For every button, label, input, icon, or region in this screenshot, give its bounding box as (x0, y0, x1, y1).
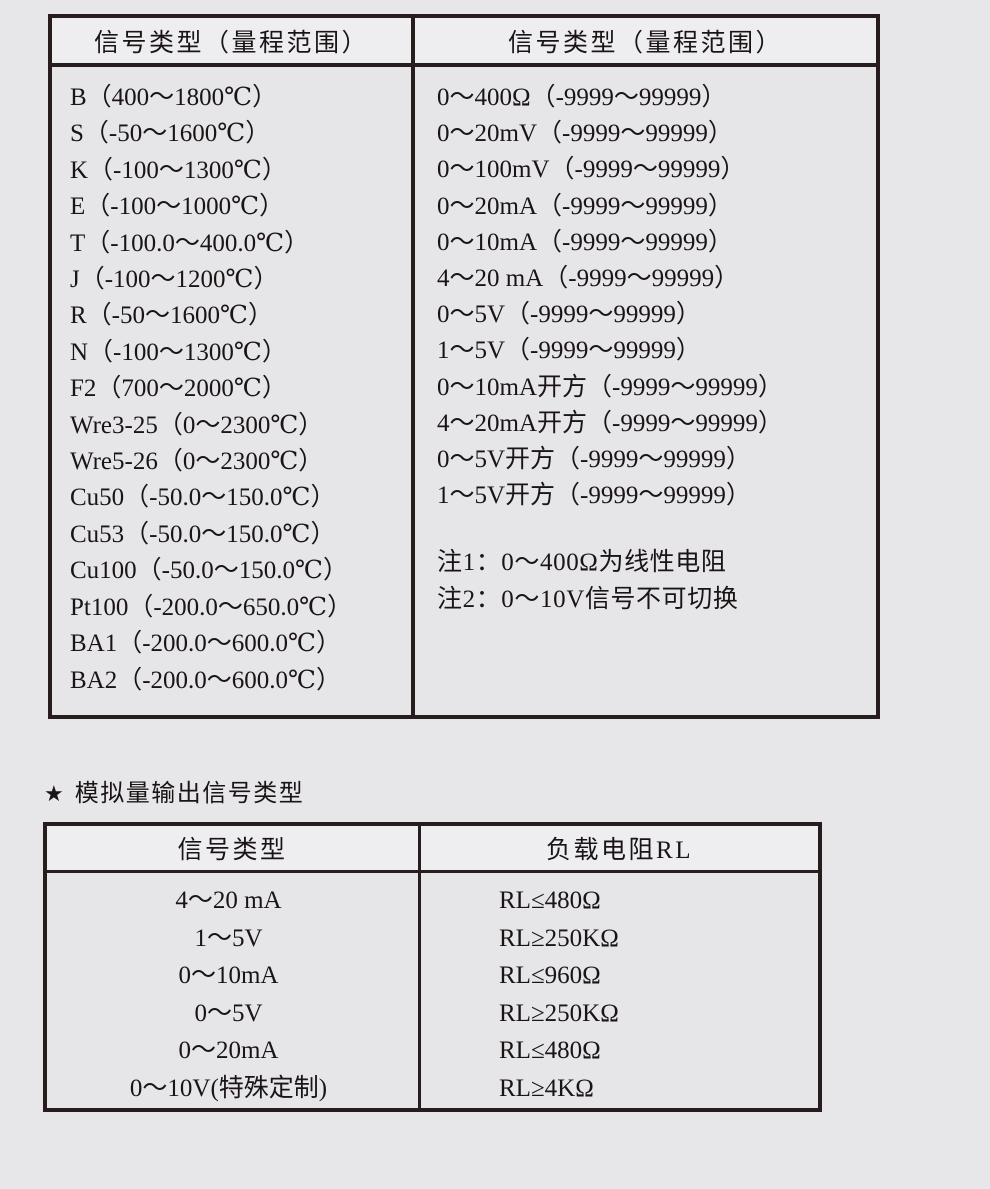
table-row: RL≤480Ω (499, 887, 601, 914)
table-row: 0～20mV（-9999～99999） (437, 120, 733, 148)
table-row: Wre3-25（0～2300℃） (70, 411, 324, 439)
table-row: N（-100～1300℃） (70, 338, 287, 366)
table1-right-body: 0～400Ω（-9999～99999） 0～20mV（-9999～99999） … (415, 67, 876, 715)
table-row: BA1（-200.0～600.0℃） (70, 630, 342, 658)
table-row: 0～20mA (178, 1037, 279, 1064)
table1-left-body: B（400～1800℃） S（-50～1600℃） K（-100～1300℃） … (52, 67, 411, 715)
table-row: 0～400Ω（-9999～99999） (437, 84, 727, 111)
table-row: Wre5-26（0～2300℃） (70, 448, 324, 476)
table-row: 1～5V开方（-9999～99999） (437, 482, 751, 510)
table-row: 4～20 mA (175, 887, 282, 914)
table-row: 4～20mA开方（-9999～99999） (437, 409, 783, 437)
notes-spacer (437, 514, 876, 544)
table-row: RL≥250KΩ (499, 924, 619, 952)
table2-right-column: 负载电阻RL RL≤480Ω RL≥250KΩ RL≤960Ω RL≥250KΩ… (421, 826, 818, 1108)
section-heading-label: 模拟量输出信号类型 (74, 779, 305, 807)
table-row: 0～5V (194, 999, 263, 1027)
table1-left-column: 信号类型（量程范围） B（400～1800℃） S（-50～1600℃） K（-… (52, 18, 415, 715)
table1-right-header: 信号类型（量程范围） (415, 18, 876, 67)
table2-right-header: 负载电阻RL (421, 826, 818, 873)
table-row: 0～10V(特殊定制) (129, 1074, 328, 1102)
table1-left-header: 信号类型（量程范围） (52, 18, 411, 67)
table-row: RL≤960Ω (499, 962, 601, 989)
input-signal-type-table: 信号类型（量程范围） B（400～1800℃） S（-50～1600℃） K（-… (48, 14, 880, 719)
table-row: 0～5V（-9999～99999） (437, 301, 701, 329)
note-line: 注1：0～400Ω为线性电阻 (437, 549, 727, 577)
table-row: RL≤480Ω (499, 1037, 601, 1064)
table-row: 1～5V (194, 924, 263, 952)
table-row: Cu53（-50.0～150.0℃） (70, 520, 336, 548)
table-row: F2（700～2000℃） (70, 375, 287, 403)
table2-right-body: RL≤480Ω RL≥250KΩ RL≤960Ω RL≥250KΩ RL≤480… (421, 873, 818, 1108)
table-row: 0～10mA (178, 962, 279, 989)
table-row: RL≥4KΩ (499, 1074, 594, 1102)
table-row: R（-50～1600℃） (70, 302, 273, 330)
table-row: E（-100～1000℃） (70, 193, 285, 221)
table1-right-column: 信号类型（量程范围） 0～400Ω（-9999～99999） 0～20mV（-9… (415, 18, 876, 715)
table-row: Cu50（-50.0～150.0℃） (70, 484, 336, 512)
note-line: 注2：0～10V信号不可切换 (437, 586, 739, 614)
table2-left-column: 信号类型 4～20 mA 1～5V 0～10mA 0～5V 0～20mA 0～1… (47, 826, 421, 1108)
table-row: 0～10mA开方（-9999～99999） (437, 373, 783, 401)
table-row: J（-100～1200℃） (70, 266, 279, 294)
table-row: RL≥250KΩ (499, 999, 619, 1027)
star-icon: ★ (44, 782, 65, 807)
table-row: 4～20 mA（-9999～99999） (437, 265, 740, 293)
table-row: T（-100.0～400.0℃） (70, 229, 310, 257)
table2-left-header: 信号类型 (47, 826, 418, 873)
table-row: Pt100（-200.0～650.0℃） (70, 593, 353, 621)
table-row: 1～5V（-9999～99999） (437, 337, 701, 365)
table-row: 0～10mA（-9999～99999） (437, 228, 733, 256)
table-row: 0～5V开方（-9999～99999） (437, 446, 751, 474)
table-row: 0～20mA（-9999～99999） (437, 192, 733, 220)
table2-left-body: 4～20 mA 1～5V 0～10mA 0～5V 0～20mA 0～10V(特殊… (47, 873, 418, 1108)
table-row: B（400～1800℃） (70, 84, 278, 111)
analog-output-signal-table: 信号类型 4～20 mA 1～5V 0～10mA 0～5V 0～20mA 0～1… (43, 822, 822, 1112)
table-row: BA2（-200.0～600.0℃） (70, 666, 342, 694)
table-row: S（-50～1600℃） (70, 120, 271, 148)
table-row: 0～100mV（-9999～99999） (437, 156, 746, 184)
analog-output-section-heading: ★ 模拟量输出信号类型 (44, 773, 304, 808)
table-row: K（-100～1300℃） (70, 156, 287, 184)
table-row: Cu100（-50.0～150.0℃） (70, 557, 348, 585)
